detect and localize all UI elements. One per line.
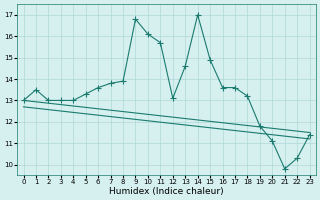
X-axis label: Humidex (Indice chaleur): Humidex (Indice chaleur) [109,187,224,196]
